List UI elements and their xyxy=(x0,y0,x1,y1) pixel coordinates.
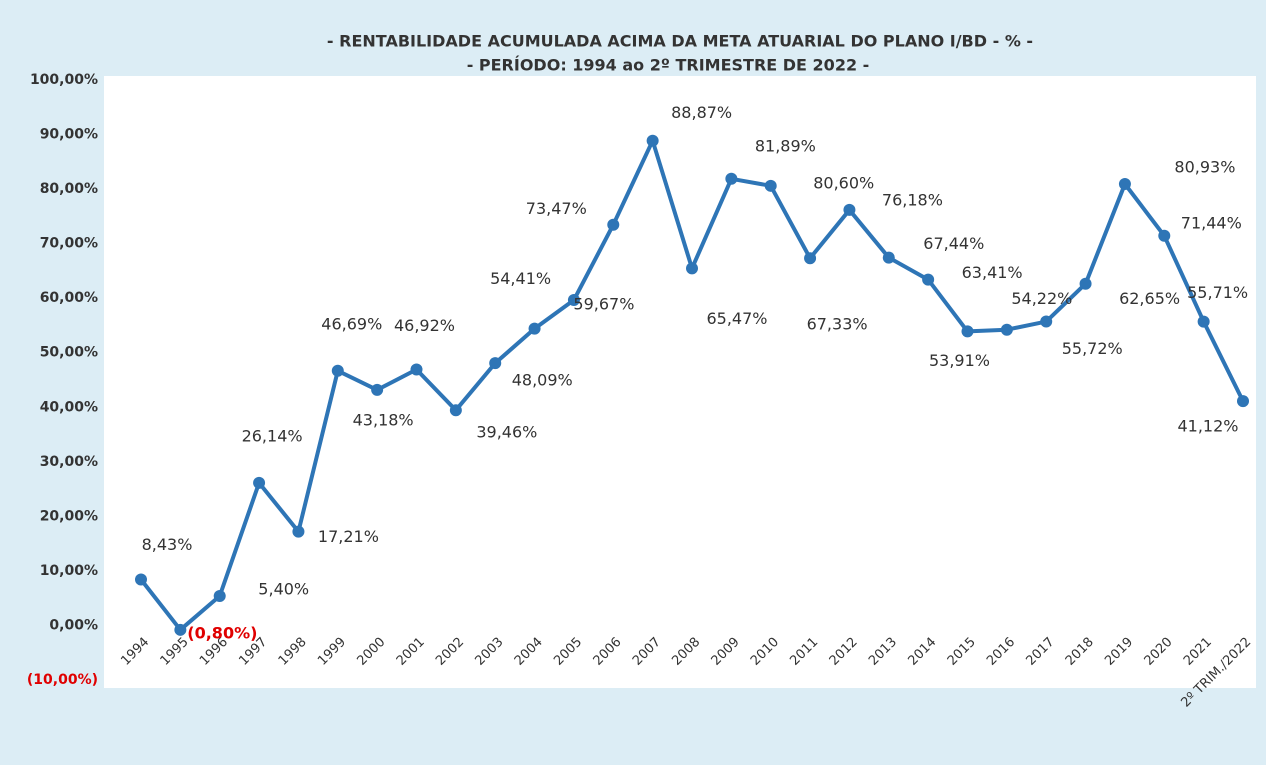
data-point xyxy=(1000,323,1013,336)
y-tick-label: 50,00% xyxy=(40,345,98,361)
data-point xyxy=(1040,315,1053,328)
data-point xyxy=(331,364,344,377)
data-point xyxy=(1079,277,1092,290)
data-label: 59,67% xyxy=(573,294,634,313)
data-label: 55,72% xyxy=(1062,339,1123,358)
data-point xyxy=(1118,178,1131,191)
data-label: 53,91% xyxy=(929,351,990,370)
data-point xyxy=(1237,395,1249,408)
y-tick-label: 0,00% xyxy=(49,617,98,633)
data-label: 48,09% xyxy=(512,371,573,390)
y-tick-label: 60,00% xyxy=(40,290,98,306)
data-label: 8,43% xyxy=(142,535,193,554)
y-tick-label: 30,00% xyxy=(40,454,98,470)
data-point xyxy=(646,134,659,147)
data-label: 54,22% xyxy=(1011,289,1072,308)
chart-title: - RENTABILIDADE ACUMULADA ACIMA DA META … xyxy=(327,32,1033,51)
data-point xyxy=(961,325,974,338)
data-point xyxy=(213,590,226,602)
data-label: 73,47% xyxy=(526,199,587,218)
plot-area xyxy=(104,76,1256,688)
data-point xyxy=(725,172,738,185)
data-label: 41,12% xyxy=(1177,417,1238,436)
data-point xyxy=(174,623,187,636)
data-label: 17,21% xyxy=(318,527,379,546)
data-label: 54,41% xyxy=(490,269,551,288)
data-label: 80,93% xyxy=(1174,158,1235,177)
data-label: 63,41% xyxy=(962,263,1023,282)
data-point xyxy=(292,525,305,538)
data-label: 67,44% xyxy=(923,234,984,253)
data-label: 46,92% xyxy=(394,316,455,335)
y-tick-label: 90,00% xyxy=(40,127,98,143)
data-point xyxy=(253,476,266,489)
data-label: 39,46% xyxy=(476,423,537,442)
data-label: 88,87% xyxy=(671,103,732,122)
data-point xyxy=(567,293,580,306)
data-point xyxy=(804,252,817,265)
data-point xyxy=(607,218,620,231)
data-point xyxy=(1197,315,1210,328)
data-point xyxy=(410,363,423,376)
data-label: 43,18% xyxy=(353,410,414,429)
y-tick-label: 10,00% xyxy=(40,563,98,579)
data-label: (0,80%) xyxy=(187,623,257,642)
data-point xyxy=(1158,229,1171,242)
data-point xyxy=(882,251,895,264)
data-point xyxy=(371,383,384,396)
y-tick-label: 100,00% xyxy=(30,72,98,88)
data-point xyxy=(922,273,935,286)
y-tick-label: 20,00% xyxy=(40,508,98,524)
data-point xyxy=(449,404,462,417)
data-point xyxy=(135,573,147,586)
data-label: 67,33% xyxy=(807,315,868,334)
data-point xyxy=(528,322,541,335)
y-tick-label: (10,00%) xyxy=(27,672,98,688)
data-label: 65,47% xyxy=(706,309,767,328)
chart-subtitle: - PERÍODO: 1994 ao 2º TRIMESTRE DE 2022 … xyxy=(467,56,870,75)
data-label: 80,60% xyxy=(813,173,874,192)
data-label: 62,65% xyxy=(1119,289,1180,308)
data-point xyxy=(489,357,502,370)
data-label: 46,69% xyxy=(321,314,382,333)
y-tick-label: 80,00% xyxy=(40,181,98,197)
data-point xyxy=(764,179,777,192)
data-label: 81,89% xyxy=(755,136,816,155)
data-label: 5,40% xyxy=(258,580,309,599)
data-label: 55,71% xyxy=(1187,283,1248,302)
data-label: 26,14% xyxy=(242,426,303,445)
data-point xyxy=(843,203,856,216)
data-label: 71,44% xyxy=(1181,213,1242,232)
y-tick-label: 70,00% xyxy=(40,236,98,252)
data-point xyxy=(686,262,698,275)
y-tick-label: 40,00% xyxy=(40,399,98,415)
data-label: 76,18% xyxy=(882,190,943,209)
